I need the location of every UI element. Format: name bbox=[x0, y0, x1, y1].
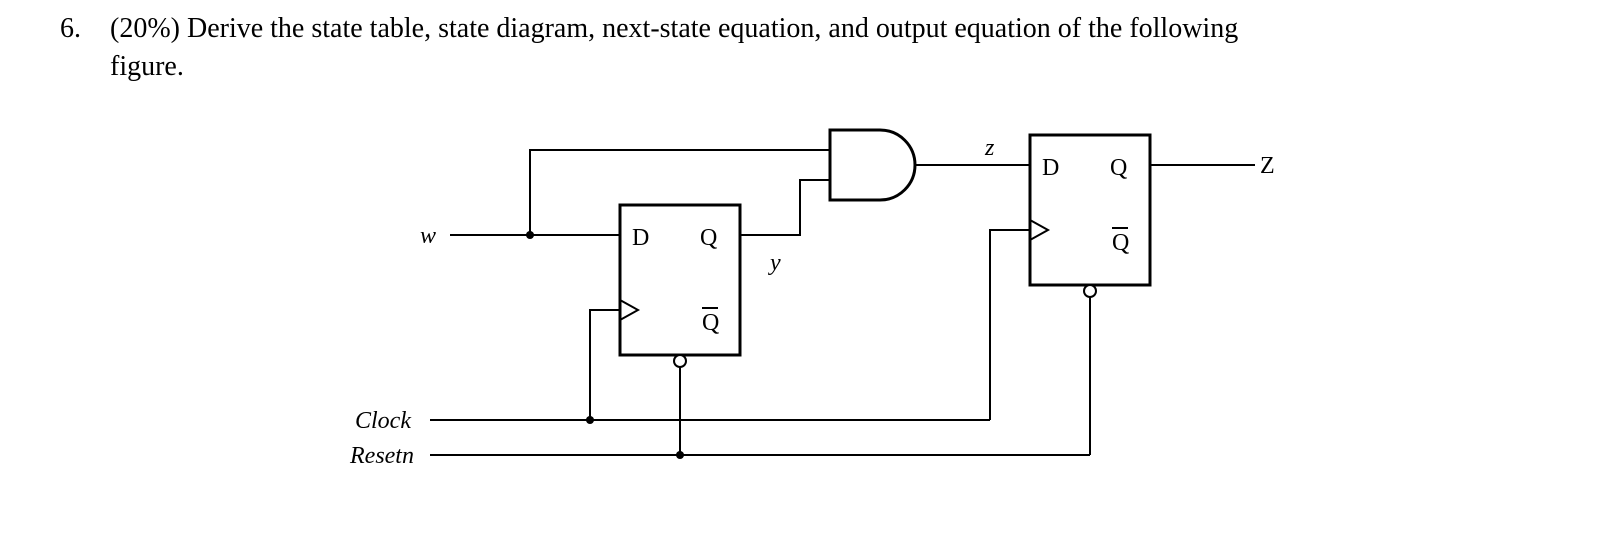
label-w: w bbox=[420, 223, 436, 249]
label-y: y bbox=[768, 250, 781, 276]
ff2-d-label: D bbox=[1042, 155, 1059, 181]
and-gate bbox=[830, 130, 915, 200]
ff2-qbar-label: Q bbox=[1112, 230, 1129, 256]
circuit-diagram: w D Q Q y z bbox=[0, 0, 1599, 537]
wire-y-to-and bbox=[740, 180, 830, 235]
wire-clock-to-ff1 bbox=[590, 310, 620, 420]
label-resetn: Resetn bbox=[349, 443, 414, 469]
label-z-out: Z bbox=[1260, 153, 1275, 179]
label-z: z bbox=[984, 135, 995, 161]
wire-clock-to-ff2 bbox=[990, 230, 1030, 420]
label-clock: Clock bbox=[355, 408, 411, 434]
ff2-reset-bubble bbox=[1084, 285, 1096, 297]
ff1-reset-bubble bbox=[674, 355, 686, 367]
page: 6. (20%) Derive the state table, state d… bbox=[0, 0, 1599, 537]
ff2-q-label: Q bbox=[1110, 155, 1127, 181]
ff1-qbar-label: Q bbox=[702, 310, 719, 336]
ff1-q-label: Q bbox=[700, 225, 717, 251]
ff1-d-label: D bbox=[632, 225, 649, 251]
